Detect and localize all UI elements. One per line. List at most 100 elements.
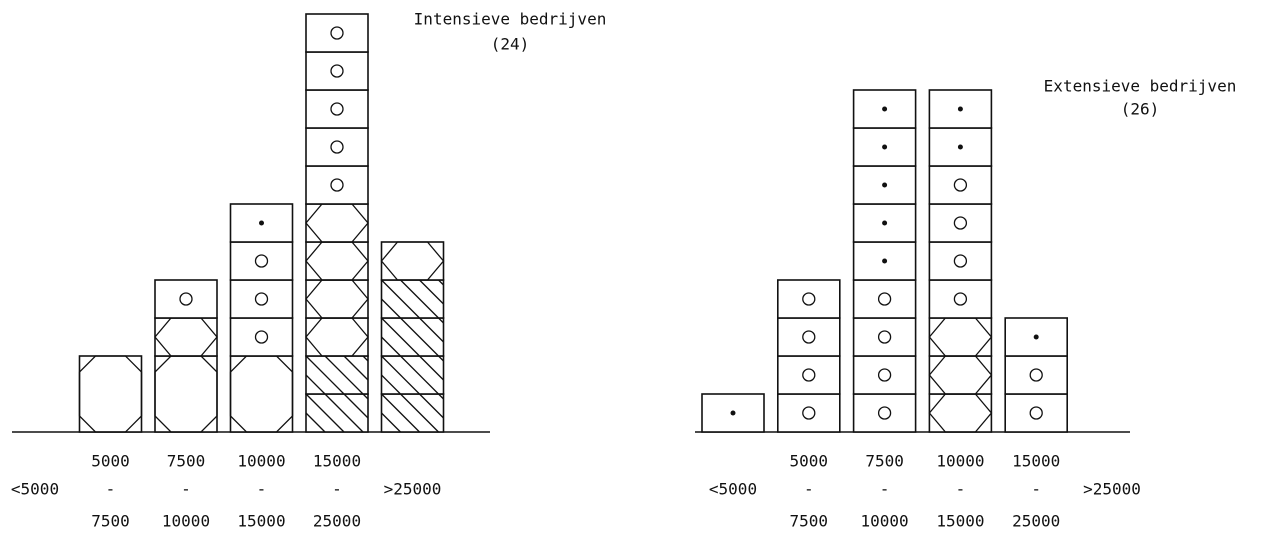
dot-symbol [882, 258, 888, 264]
x-tick-label: 15000 [237, 512, 285, 531]
x-tick-label: 10000 [162, 512, 210, 531]
x-tick-label: 10000 [936, 452, 984, 471]
unit-block [1004, 355, 1069, 395]
hatch-line [305, 374, 326, 395]
unit-block [229, 241, 294, 281]
x-tick-label: 7500 [790, 512, 829, 531]
hatch-line [438, 317, 444, 324]
stack-segment [229, 203, 294, 243]
x-tick-label: - [257, 480, 267, 499]
unit-block [928, 317, 993, 357]
x-tick-label: 5000 [790, 452, 829, 471]
circle-symbol [330, 178, 344, 192]
stack-segment [1004, 355, 1069, 433]
circle-symbol [179, 292, 193, 306]
x-tick-label: - [1031, 480, 1041, 499]
unit-block [154, 317, 218, 357]
circle-symbol [877, 330, 892, 344]
circle-symbol [802, 406, 816, 420]
unit-block [1004, 393, 1069, 433]
hatch-line [400, 279, 439, 319]
unit-block [852, 279, 917, 319]
hatch-line [419, 355, 444, 381]
circle-symbol [254, 292, 269, 306]
stack-segment [852, 279, 917, 433]
stack-segment [305, 13, 369, 205]
chart-title: (26) [1121, 100, 1160, 119]
stack-segment [1004, 317, 1069, 357]
x-tick-label: 15000 [1012, 452, 1060, 471]
stack-segment [928, 89, 993, 167]
hatch-line [381, 412, 401, 433]
unit-block [305, 89, 369, 129]
unit-block [305, 51, 369, 91]
hatch-line [381, 336, 401, 357]
hatch-line [438, 393, 444, 400]
hatch-line [381, 393, 420, 433]
unit-block [305, 165, 369, 205]
stack-segment [154, 355, 218, 433]
hatch-line [381, 317, 420, 357]
unit-block [380, 241, 445, 281]
unit-block [380, 279, 445, 319]
hatch-line [324, 393, 364, 433]
x-tick-label: 25000 [1012, 512, 1060, 531]
x-tick-label: 7500 [865, 452, 904, 471]
unit-block [305, 355, 369, 395]
stack-segment [928, 317, 993, 433]
unit-block [928, 393, 993, 433]
circle-symbol [1029, 368, 1043, 382]
x-tick-label: >25000 [384, 480, 442, 499]
stack-segment [852, 89, 917, 281]
unit-block [776, 279, 841, 319]
unit-block [928, 241, 993, 281]
chart-title: Intensieve bedrijven [414, 10, 607, 29]
x-tick-label: - [804, 480, 814, 499]
circle-symbol [330, 64, 344, 78]
unit-block [305, 13, 369, 53]
stack-segment [154, 317, 218, 357]
circle-symbol [802, 292, 816, 306]
hatch-line [400, 355, 439, 395]
dot-symbol [882, 220, 888, 226]
circle-symbol [802, 330, 816, 344]
x-tick-label: 15000 [936, 512, 984, 531]
unit-block [78, 355, 143, 433]
circle-symbol [953, 178, 968, 192]
circle-symbol [330, 140, 344, 154]
circle-symbol [330, 26, 344, 40]
unit-block [776, 317, 841, 357]
unit-block [229, 279, 294, 319]
x-tick-label: 5000 [91, 452, 130, 471]
unit-block [852, 355, 917, 395]
x-tick-label: - [880, 480, 890, 499]
hatch-line [343, 393, 369, 419]
unit-block [229, 317, 294, 357]
dot-symbol [882, 106, 888, 112]
stack-segment [701, 393, 765, 433]
x-tick-label: 15000 [313, 452, 361, 471]
dot-symbol [957, 106, 963, 112]
dot-symbol [957, 144, 963, 150]
hatch-line [419, 317, 444, 343]
unit-block [928, 165, 993, 205]
panel: Intensieve bedrijven (24) <5000 5000 - 7500 75… [11, 10, 606, 531]
x-tick-label: 25000 [313, 512, 361, 531]
circle-symbol [953, 292, 968, 306]
x-tick-label: - [106, 480, 116, 499]
unit-block [852, 317, 917, 357]
circle-symbol [877, 292, 892, 306]
x-tick-label: 10000 [861, 512, 909, 531]
hatch-line [305, 393, 345, 433]
unit-block [852, 393, 917, 433]
x-tick-label: - [956, 480, 966, 499]
unit-block [776, 393, 841, 433]
unit-block [229, 355, 294, 433]
circle-symbol [802, 368, 816, 382]
unit-block [928, 279, 993, 319]
unit-block [776, 355, 841, 395]
stack-segment [229, 241, 294, 357]
circle-symbol [877, 368, 892, 382]
octagon [229, 355, 294, 433]
hatch-line [381, 298, 401, 319]
